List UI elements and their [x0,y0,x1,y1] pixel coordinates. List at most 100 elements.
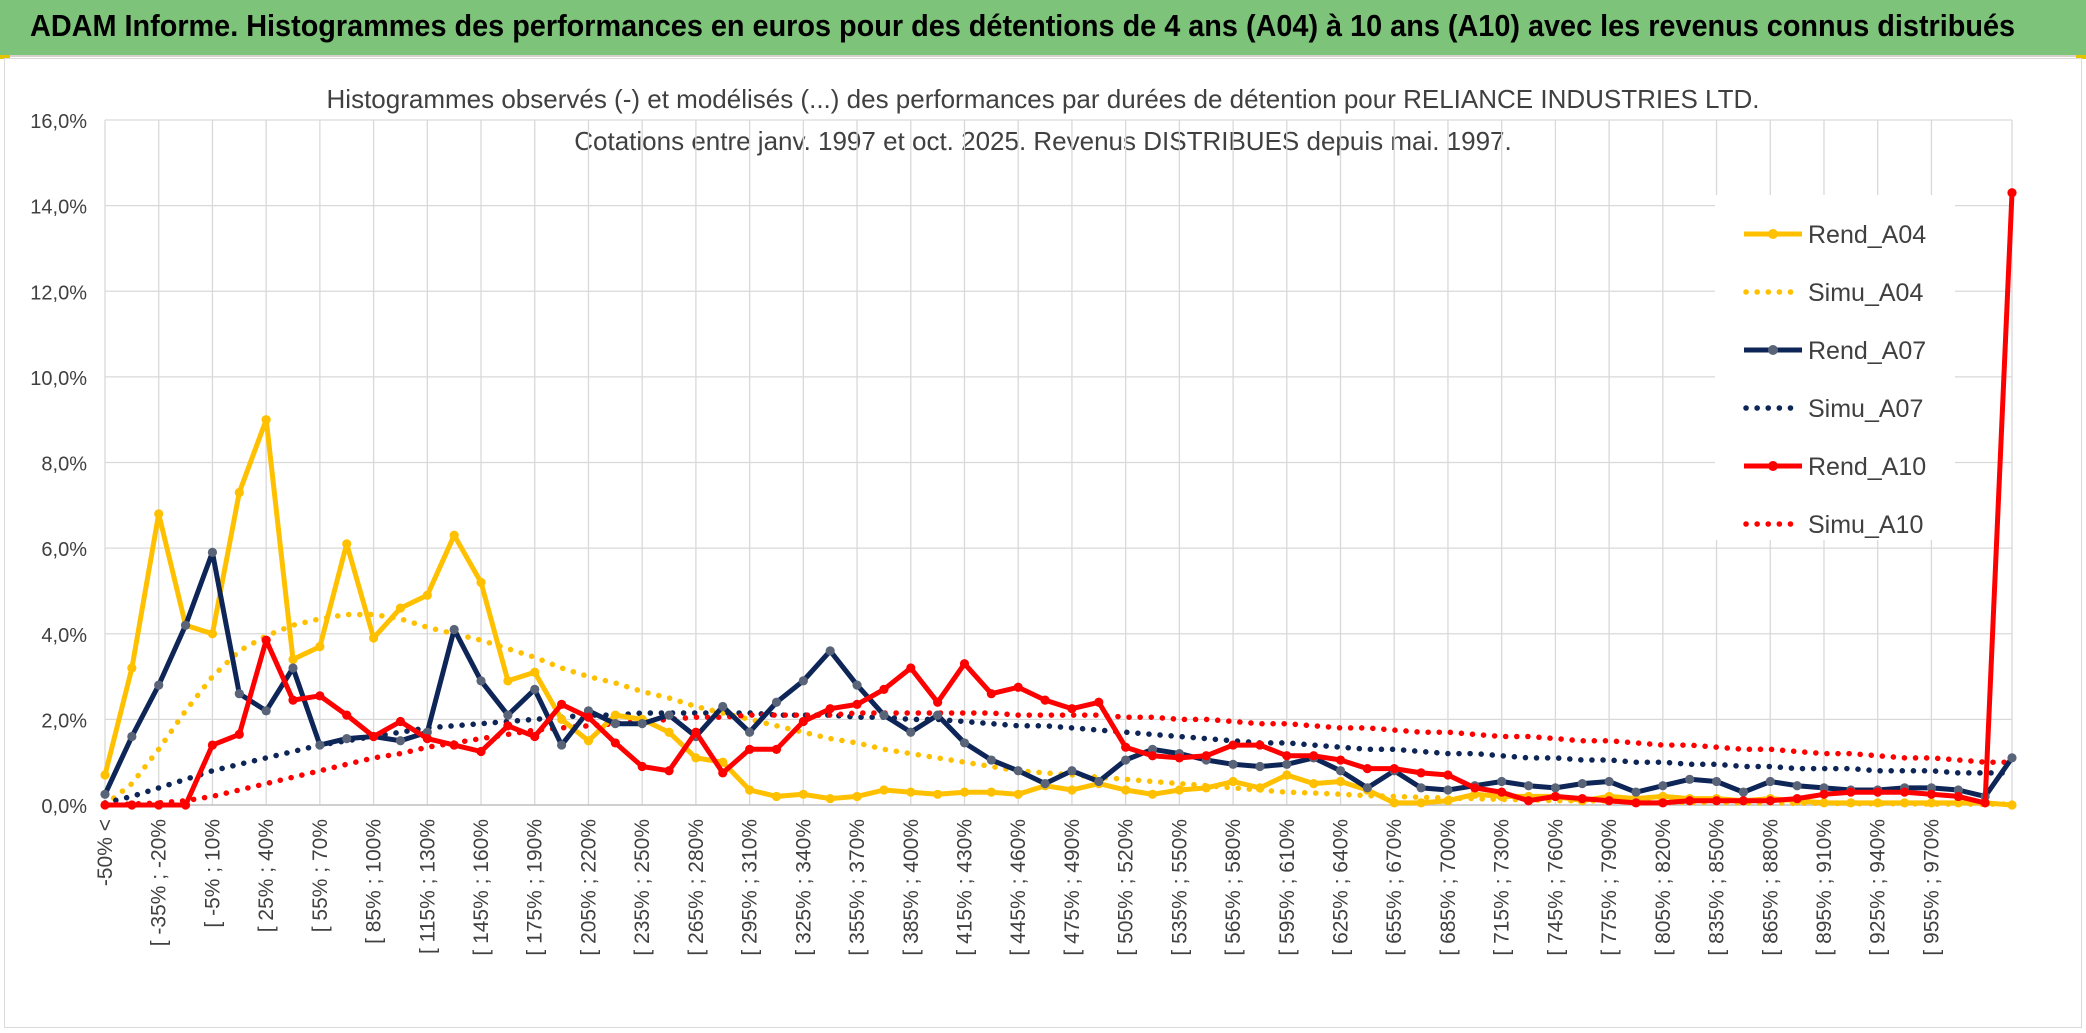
data-point [1443,796,1453,806]
data-point [1228,740,1238,750]
data-point [691,753,701,763]
x-tick-label: [ 145% ; 160% [470,819,493,956]
x-tick-label: [ 175% ; 190% [524,819,547,956]
x-tick-label: [ 805% ; 820% [1652,819,1675,956]
x-tick-label: [ 115% ; 130% [416,819,439,954]
data-point [180,800,191,810]
data-point [2007,753,2017,763]
data-point [1765,776,1775,787]
data-point [449,740,459,750]
data-point [127,731,137,742]
data-point [745,785,755,795]
data-point [610,719,620,729]
data-point [476,746,486,757]
data-point [1685,796,1695,806]
data-point [1201,751,1211,761]
data-point [234,729,244,739]
data-point [1094,776,1104,787]
data-point [637,719,647,729]
data-point [959,787,970,797]
data-point [1631,798,1641,808]
data-point [664,727,674,737]
data-point [315,740,325,750]
data-point [825,704,835,714]
data-point [906,663,916,673]
data-point [395,603,406,613]
data-point [1013,789,1023,799]
x-tick-label: [ 265% ; 280% [685,819,708,956]
data-point [1389,798,1399,808]
data-point [1282,751,1292,761]
data-point [1416,768,1426,778]
legend-label: Simu_A07 [1808,395,1923,423]
x-tick-label: [ 685% ; 700% [1437,819,1460,956]
data-point [154,800,164,810]
x-tick-label: [ 565% ; 580% [1222,819,1245,956]
data-point [1228,776,1238,787]
data-point [557,740,567,750]
data-point [1040,695,1050,705]
data-point [557,714,567,724]
data-point [771,744,782,754]
data-point [986,755,996,765]
x-tick-label: [ 535% ; 550% [1168,819,1191,956]
data-point [1899,787,1910,797]
x-tick-label: [ -35% ; -20% [148,819,171,946]
data-point [1121,742,1131,752]
data-point [1335,776,1346,787]
data-point [1335,766,1346,776]
data-point [1282,759,1292,769]
legend-label: Simu_A10 [1808,511,1923,539]
x-tick-label: [ 655% ; 670% [1383,819,1406,956]
data-point [1416,783,1426,793]
corner-mark-right [2076,55,2086,59]
data-point [959,659,970,669]
data-point [422,734,432,744]
x-tick-label: [ 235% ; 250% [631,819,654,956]
x-tick-label: -50% < [94,819,117,886]
data-point [691,727,701,737]
x-tick-label: [ 325% ; 340% [792,819,815,956]
data-point [1121,755,1131,765]
data-point [986,689,996,699]
data-point [1953,785,1963,795]
data-point [1550,791,1560,802]
data-point [1846,798,1856,808]
data-point [342,734,352,744]
data-point [234,487,244,498]
data-point [1658,798,1668,808]
data-point [127,663,137,673]
data-point [1309,751,1319,761]
data-point [1765,796,1775,806]
data-point [449,624,459,635]
data-point [1470,783,1480,793]
data-point [1255,740,1265,750]
data-point [100,770,110,780]
data-point [1926,798,1937,808]
data-point [261,635,271,645]
legend-box [1715,195,1955,540]
data-point [1147,744,1158,754]
chart-subtitle: Cotations entre janv. 1997 et oct. 2025.… [574,126,1512,156]
data-point [1738,787,1749,797]
data-point [1819,789,1829,799]
x-tick-label: [ 445% ; 460% [1007,819,1030,956]
x-tick-label: [ 595% ; 610% [1276,819,1299,956]
data-point [825,646,835,656]
data-point [610,710,620,720]
legend-marker [1768,229,1778,239]
data-point [2007,800,2017,810]
data-point [1658,781,1668,791]
data-point [503,710,513,720]
data-point [1604,776,1614,787]
data-point [1013,766,1023,776]
data-point [1873,787,1883,797]
data-point [1953,798,1963,808]
data-point [1174,753,1184,763]
x-tick-label: [ 475% ; 490% [1061,819,1084,956]
x-tick-label: [ 85% ; 100% [363,819,386,944]
data-point [342,539,352,549]
data-point [1685,774,1695,784]
data-point [422,590,432,600]
